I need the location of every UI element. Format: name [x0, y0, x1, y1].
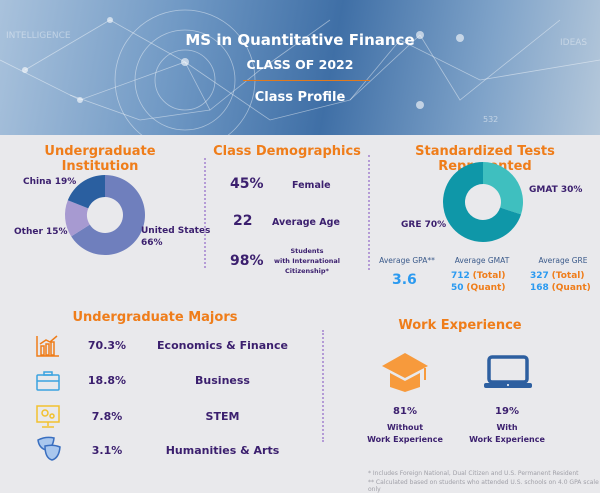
- without-pct: 81%: [393, 406, 417, 417]
- bg-word: IDEAS: [560, 38, 587, 48]
- gre-label: GRE 70%: [401, 220, 447, 230]
- age-label: Average Age: [272, 217, 340, 228]
- us-label: United States: [141, 226, 211, 236]
- total-label: (Total): [551, 271, 585, 281]
- footnote: * Includes Foreign National, Dual Citize…: [368, 470, 579, 477]
- quant-label: (Quant): [466, 283, 506, 293]
- title-divider: [243, 80, 370, 81]
- slice-united-states: [71, 175, 145, 255]
- us-pct-label: 66%: [141, 238, 163, 248]
- divider: [322, 330, 324, 442]
- label-line: Without: [386, 423, 424, 432]
- program-title: MS in Quantitative Finance: [185, 31, 415, 49]
- work-title: Work Experience: [398, 318, 522, 333]
- major-name: Business: [195, 374, 250, 387]
- class-year: CLASS OF 2022: [246, 57, 354, 72]
- divider: [204, 158, 206, 268]
- major-name: Economics & Finance: [157, 339, 288, 352]
- without-label: Without Work Experience: [360, 422, 450, 446]
- gmat-label: GMAT 30%: [529, 185, 583, 195]
- major-name: STEM: [205, 410, 240, 423]
- slice-other: [65, 200, 90, 237]
- gmat-total: 712: [451, 271, 470, 281]
- theater-masks-icon: [37, 436, 61, 461]
- gre-avg-label: Average GRE: [538, 256, 588, 265]
- laptop-icon: [484, 355, 532, 388]
- major-pct: 18.8%: [87, 374, 127, 387]
- other-label: Other 15%: [14, 227, 68, 237]
- gpa-label: Average GPA**: [379, 256, 435, 265]
- chart-growth-icon: [36, 335, 59, 357]
- with-label: With Work Experience: [462, 422, 552, 446]
- label-line: With: [496, 423, 518, 432]
- gre-total: 327: [530, 271, 549, 281]
- slice-china: [67, 175, 105, 209]
- gmat-avg-label: Average GMAT: [454, 256, 510, 265]
- major-name: Humanities & Arts: [165, 444, 280, 457]
- gre-avg-values: 327 (Total) 168 (Quant): [530, 270, 591, 294]
- female-value: 45%: [230, 176, 264, 192]
- label-line: with International: [273, 257, 341, 265]
- divider: [368, 155, 370, 270]
- bg-word: 532: [483, 115, 498, 124]
- demographics-title: Class Demographics: [213, 144, 361, 159]
- computer-gears-icon: [36, 405, 60, 428]
- header-banner: INTELLIGENCE IDEAS 532 MS in Quantitativ…: [0, 0, 600, 135]
- major-pct: 70.3%: [87, 339, 127, 352]
- institution-donut: [65, 175, 145, 255]
- graduation-cap-icon: [382, 353, 428, 392]
- gmat-avg-values: 712 (Total) 50 (Quant): [451, 270, 506, 294]
- total-label: (Total): [472, 271, 506, 281]
- gpa-value: 3.6: [392, 272, 417, 288]
- section-title: Class Profile: [254, 90, 346, 105]
- international-label: Students with International Citizenship*: [272, 246, 342, 276]
- label-line: Students: [290, 247, 324, 255]
- institution-title: Undergraduate Institution: [44, 144, 156, 174]
- gre-quant: 168: [530, 283, 549, 293]
- china-label: China 19%: [23, 177, 77, 187]
- slice-gre: [443, 162, 522, 242]
- majors-title: Undergraduate Majors: [72, 310, 238, 325]
- slice-gmat: [483, 162, 523, 215]
- age-value: 22: [233, 213, 253, 229]
- international-value: 98%: [230, 253, 264, 269]
- footnote: ** Calculated based on students who atte…: [368, 479, 599, 493]
- label-line: Work Experience: [367, 435, 443, 444]
- briefcase-icon: [36, 371, 60, 391]
- network-background: INTELLIGENCE IDEAS 532: [0, 9, 600, 135]
- quant-label: (Quant): [551, 283, 591, 293]
- female-label: Female: [292, 180, 331, 191]
- major-pct: 3.1%: [91, 444, 123, 457]
- gmat-quant: 50: [451, 283, 464, 293]
- major-pct: 7.8%: [91, 410, 123, 423]
- bg-word: INTELLIGENCE: [6, 31, 71, 41]
- label-line: Work Experience: [469, 435, 545, 444]
- tests-donut: [443, 162, 523, 242]
- with-pct: 19%: [495, 406, 519, 417]
- label-line: Citizenship*: [285, 267, 329, 275]
